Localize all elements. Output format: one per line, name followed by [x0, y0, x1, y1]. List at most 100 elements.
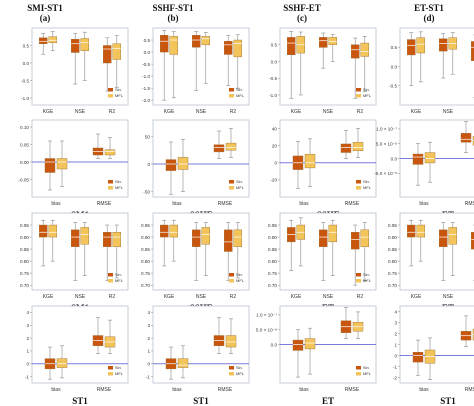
legend-label: MFL — [115, 185, 124, 190]
legend-label: Sin. — [115, 179, 122, 184]
box-mfl-bias — [177, 358, 189, 368]
x-tick-label: NSE — [443, 294, 454, 300]
column-header-letter: (d) — [423, 13, 435, 23]
box-sin-kge — [407, 224, 416, 238]
plot-frame — [399, 305, 474, 384]
x-tick-label: RMSE — [97, 387, 112, 393]
column-header-letter: (b) — [167, 13, 179, 23]
y-tick-label: 4 — [26, 310, 29, 315]
y-tick-label: -0.5 — [21, 78, 29, 83]
box-sin-r2 — [223, 229, 233, 252]
y-tick-label: 0.75 — [20, 271, 29, 276]
legend-swatch — [108, 279, 113, 283]
box-sin-nse — [71, 229, 80, 247]
y-tick-label: 5.0 × 10⁻⁸ — [376, 141, 397, 146]
y-tick-label: 0.0 — [144, 50, 151, 55]
legend-label: Sin. — [115, 365, 122, 370]
box-sin-nse — [439, 229, 448, 247]
box-mfl-kge — [169, 36, 178, 55]
legend-label: Sin. — [236, 272, 243, 277]
x-tick-label: R2 — [109, 109, 116, 115]
plot-frame — [152, 27, 250, 106]
y-tick-label: 2 — [26, 336, 29, 341]
y-tick-label: 0.0 — [271, 59, 278, 64]
y-tick-label: 2 — [394, 331, 397, 336]
legend-label: MFL — [363, 371, 372, 376]
box-mfl-nse — [201, 227, 211, 245]
legend-swatch — [356, 366, 361, 370]
y-tick-label: 0.90 — [388, 235, 397, 240]
y-tick-label: 0.70 — [20, 283, 29, 288]
x-tick-label: bias — [419, 201, 429, 207]
x-tick-label: bias — [172, 387, 182, 393]
y-tick-label: 1 — [147, 349, 150, 354]
y-tick-label: 0.95 — [388, 223, 397, 228]
y-tick-label: 3 — [147, 323, 150, 328]
y-tick-label: 0.0 — [391, 156, 398, 161]
y-tick-label: 0.95 — [141, 223, 150, 228]
box-sin-nse — [71, 38, 80, 53]
legend-swatch — [108, 88, 113, 92]
x-tick-label: KGE — [411, 109, 422, 115]
y-tick-label: 0.80 — [268, 259, 277, 264]
box-mfl-nse — [328, 224, 338, 243]
box-mfl-nse — [80, 38, 90, 51]
chart-panel-1: 0.5 0.0 -0.5 -1.0 KGE NSE R2 Sin.MFL — [21, 27, 129, 115]
y-tick-label: 0 — [274, 161, 277, 166]
column-header-letter: (c) — [297, 13, 307, 23]
box-sin-nse — [319, 37, 328, 48]
legend-label: MFL — [236, 185, 245, 190]
box-sin-kge — [39, 224, 48, 238]
y-tick-label: 0.80 — [20, 259, 29, 264]
box-sin-r2 — [102, 45, 112, 64]
x-tick-label: KGE — [291, 109, 302, 115]
x-tick-label: NSE — [75, 109, 86, 115]
x-tick-label: R2 — [357, 294, 364, 300]
legend-label: Sin. — [236, 87, 243, 92]
box-sin-kge — [39, 37, 48, 44]
legend-swatch — [356, 186, 361, 190]
legend-swatch — [356, 372, 361, 376]
x-tick-label: R2 — [230, 294, 237, 300]
chart-panel-14: 4 3 2 1 0 -1 bias RMSE Sin.MFL — [146, 305, 250, 393]
x-tick-label: RMSE — [345, 387, 360, 393]
y-tick-label: 0 — [394, 353, 397, 358]
y-tick-label: 2 — [147, 336, 150, 341]
box-mfl-nse — [80, 227, 90, 245]
box-mfl-bias — [304, 338, 316, 350]
legend-swatch — [108, 94, 113, 98]
legend-swatch — [356, 180, 361, 184]
panel-title: ST1 — [193, 396, 209, 406]
y-tick-label: 0.80 — [388, 259, 397, 264]
box-mfl-rmse — [225, 142, 237, 151]
y-tick-label: 4 — [394, 309, 397, 314]
y-tick-label: 0.0 — [271, 342, 278, 347]
box-sin-rmse — [213, 144, 225, 153]
y-tick-label: 0.5 — [391, 45, 398, 50]
panel-title: ET — [321, 396, 334, 406]
chart-panel-3: 0.5 0.0 -0.5 -1.0 KGE NSE R2 Sin.MFL — [269, 27, 377, 115]
box-mfl-rmse — [352, 142, 364, 151]
y-tick-label: -0.5 — [389, 84, 397, 89]
y-tick-label: -5.0 × 10⁻⁸ — [374, 171, 397, 176]
box-sin-r2 — [350, 44, 360, 59]
legend-label: MFL — [363, 185, 372, 190]
y-tick-label: -1.0 — [142, 74, 150, 79]
column-header-title: SSHF-ET — [283, 3, 321, 13]
legend-swatch — [229, 372, 234, 376]
x-tick-label: bias — [51, 387, 61, 393]
column-header-b: SSHF-ST1 (b) — [118, 3, 228, 23]
panel-title: ST1 — [440, 396, 456, 406]
plot-frame — [152, 119, 250, 198]
y-tick-label: 0.75 — [268, 271, 277, 276]
box-mfl-r2 — [112, 232, 122, 247]
column-header-title: ET-ST1 — [414, 3, 444, 13]
box-sin-r2 — [350, 232, 360, 250]
legend-label: Sin. — [115, 87, 122, 92]
legend-swatch — [356, 88, 361, 92]
y-tick-label: 1 — [394, 342, 397, 347]
column-header-a: SMI-ST1 (a) — [0, 3, 100, 23]
